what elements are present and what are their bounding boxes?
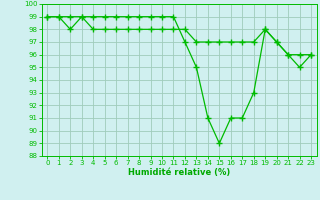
X-axis label: Humidité relative (%): Humidité relative (%) [128,168,230,177]
